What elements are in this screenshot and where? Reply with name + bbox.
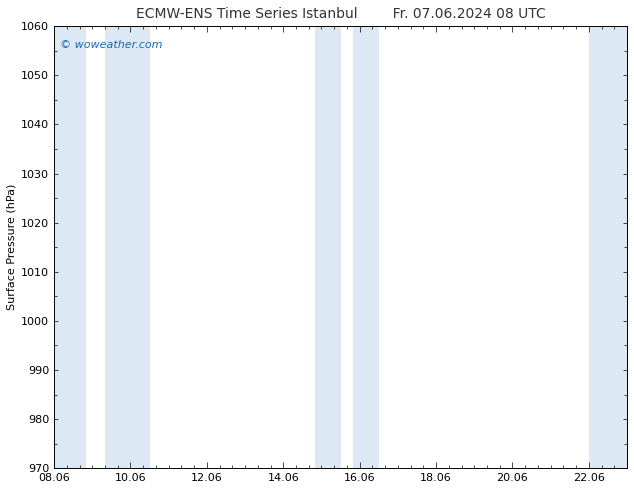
Bar	[315, 26, 340, 468]
Bar	[105, 26, 150, 468]
Title: ECMW-ENS Time Series Istanbul        Fr. 07.06.2024 08 UTC: ECMW-ENS Time Series Istanbul Fr. 07.06.…	[136, 7, 545, 21]
Bar	[54, 26, 86, 468]
Y-axis label: Surface Pressure (hPa): Surface Pressure (hPa)	[7, 184, 17, 311]
Text: © woweather.com: © woweather.com	[60, 40, 162, 49]
Bar	[589, 26, 627, 468]
Bar	[353, 26, 378, 468]
